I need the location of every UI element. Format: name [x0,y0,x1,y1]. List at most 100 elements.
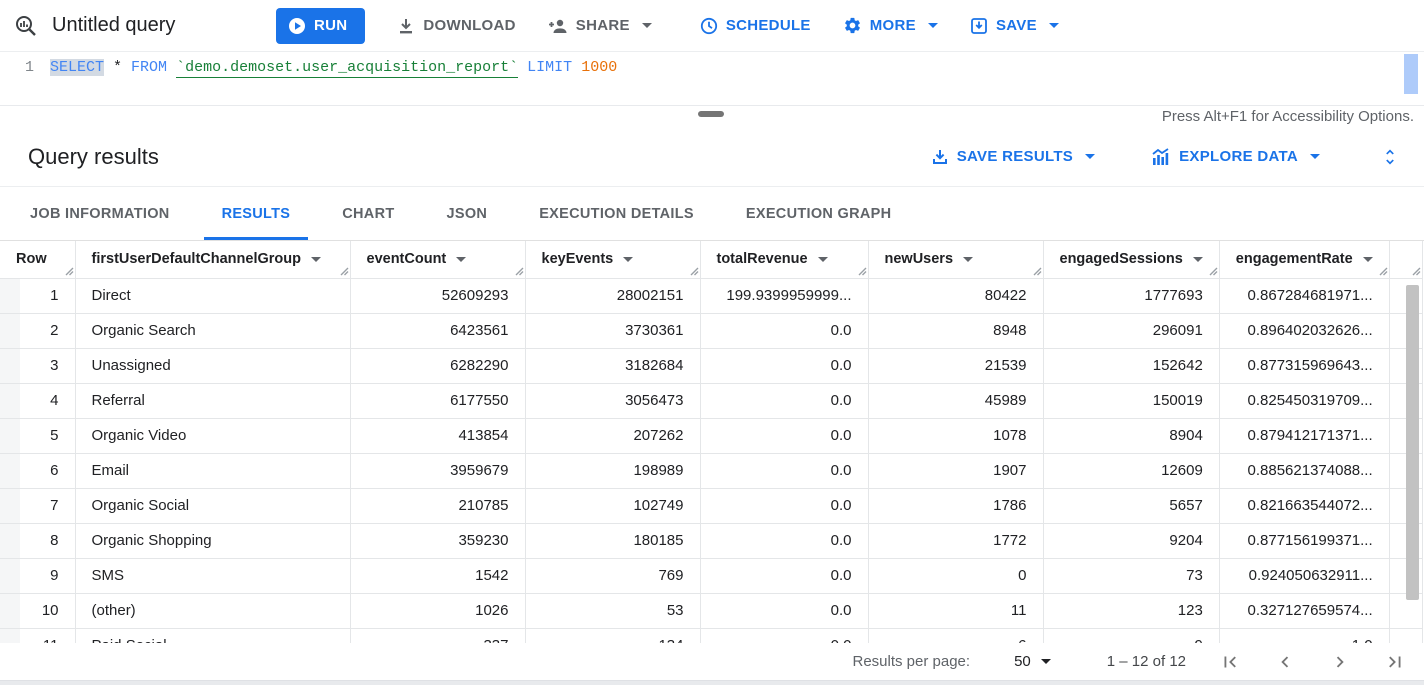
cell[interactable]: 11 [868,593,1044,629]
cell[interactable]: 0.327127659574... [1219,593,1390,629]
cell[interactable]: 3730361 [525,313,701,349]
column-header-engagementrate[interactable]: engagementRate [1219,241,1390,279]
editor-scrollbar-thumb[interactable] [1404,54,1418,94]
column-menu-icon[interactable] [963,256,974,262]
more-button[interactable]: MORE [843,16,938,35]
column-resize-handle[interactable] [1209,267,1218,276]
row-number-cell[interactable]: 9 [0,558,76,594]
previous-page-button[interactable] [1274,651,1296,673]
cell[interactable]: 1078 [868,418,1044,454]
table-scrollbar-thumb[interactable] [1406,285,1419,600]
cell[interactable]: 0.879412171371... [1219,418,1390,454]
cell[interactable]: 5657 [1043,488,1220,524]
row-number-cell[interactable]: 7 [0,488,76,524]
cell[interactable]: 337 [350,628,526,643]
cell[interactable]: 0.821663544072... [1219,488,1390,524]
cell[interactable]: 0.0 [700,418,869,454]
cell[interactable]: Email [75,453,351,489]
row-number-cell[interactable]: 2 [0,313,76,349]
column-resize-handle[interactable] [1033,267,1042,276]
cell[interactable]: 150019 [1043,383,1220,419]
cell[interactable]: Organic Social [75,488,351,524]
cell[interactable]: 6282290 [350,348,526,384]
cell[interactable]: 9 [1043,628,1220,643]
cell[interactable]: 769 [525,558,701,594]
sql-editor[interactable]: 1 SELECT * FROM `demo.demoset.user_acqui… [0,52,1424,105]
cell[interactable]: 0.0 [700,523,869,559]
row-number-cell[interactable]: 4 [0,383,76,419]
cell[interactable]: 296091 [1043,313,1220,349]
row-number-cell[interactable]: 1 [0,278,76,314]
row-number-cell[interactable]: 3 [0,348,76,384]
cell[interactable]: 3959679 [350,453,526,489]
column-menu-icon[interactable] [1192,256,1203,262]
cell[interactable]: Organic Search [75,313,351,349]
row-number-cell[interactable]: 11 [0,628,76,643]
cell[interactable]: 1786 [868,488,1044,524]
table-row[interactable]: 5 Organic Video 413854 207262 0.0 1078 8904 0.8… [0,418,1423,454]
cell[interactable]: 152642 [1043,348,1220,384]
column-header-newusers[interactable]: newUsers [868,241,1044,279]
cell[interactable]: 210785 [350,488,526,524]
cell[interactable]: 1907 [868,453,1044,489]
cell[interactable]: 0.0 [700,558,869,594]
first-page-button[interactable] [1219,651,1241,673]
cell[interactable]: 1.0 [1219,628,1390,643]
row-number-cell[interactable]: 10 [0,593,76,629]
table-row[interactable]: 9 SMS 1542 769 0.0 0 73 0.924050632911... [0,558,1423,594]
cell[interactable]: Organic Shopping [75,523,351,559]
column-menu-icon[interactable] [817,256,828,262]
cell[interactable]: 0.0 [700,488,869,524]
cell[interactable]: Referral [75,383,351,419]
column-header-keyevents[interactable]: keyEvents [525,241,701,279]
cell[interactable]: 0 [868,558,1044,594]
cell[interactable]: 9204 [1043,523,1220,559]
cell[interactable]: 134 [525,628,701,643]
download-button[interactable]: DOWNLOAD [397,17,515,35]
tab-execution-details[interactable]: EXECUTION DETAILS [513,187,720,240]
cell[interactable]: 198989 [525,453,701,489]
cell[interactable]: 0.877315969643... [1219,348,1390,384]
cell[interactable]: 1777693 [1043,278,1220,314]
column-resize-handle[interactable] [690,267,699,276]
cell[interactable]: 8904 [1043,418,1220,454]
row-number-cell[interactable]: 5 [0,418,76,454]
cell[interactable]: 0.0 [700,453,869,489]
column-header-firstuserdefaultchannelgroup[interactable]: firstUserDefaultChannelGroup [75,241,351,279]
row-number-cell[interactable]: 6 [0,453,76,489]
cell[interactable]: 6 [868,628,1044,643]
cell[interactable]: SMS [75,558,351,594]
tab-results[interactable]: RESULTS [196,187,317,240]
table-row[interactable]: 11Paid Social3371340.0691.0 [0,628,1423,643]
schedule-button[interactable]: SCHEDULE [700,17,811,35]
cell[interactable]: 6177550 [350,383,526,419]
cell[interactable]: 123 [1043,593,1220,629]
cell[interactable]: 207262 [525,418,701,454]
cell[interactable]: 3056473 [525,383,701,419]
cell[interactable]: 1772 [868,523,1044,559]
save-results-button[interactable]: SAVE RESULTS [931,148,1096,166]
table-row[interactable]: 7 Organic Social 210785 102749 0.0 1786 5657 0.… [0,488,1423,524]
cell[interactable]: 12609 [1043,453,1220,489]
cell[interactable]: 73 [1043,558,1220,594]
column-menu-icon[interactable] [310,256,321,262]
cell[interactable]: (other) [75,593,351,629]
cell[interactable]: Direct [75,278,351,314]
cell[interactable]: 1542 [350,558,526,594]
column-resize-handle[interactable] [65,267,74,276]
tab-job-information[interactable]: JOB INFORMATION [4,187,196,240]
column-header-eventcount[interactable]: eventCount [350,241,526,279]
cell[interactable]: Paid Social [75,628,351,643]
cell[interactable]: 21539 [868,348,1044,384]
tab-chart[interactable]: CHART [316,187,420,240]
save-button[interactable]: SAVE [970,17,1059,35]
column-resize-handle[interactable] [1412,267,1421,276]
expand-collapse-button[interactable] [1380,147,1400,167]
cell[interactable]: 1026 [350,593,526,629]
cell[interactable]: 0.867284681971... [1219,278,1390,314]
cell[interactable]: Organic Video [75,418,351,454]
table-row[interactable]: 10 (other) 1026 53 0.0 11 123 0.327127659574... [0,593,1423,629]
run-button[interactable]: RUN [276,7,366,44]
cell[interactable]: 28002151 [525,278,701,314]
cell[interactable]: 180185 [525,523,701,559]
